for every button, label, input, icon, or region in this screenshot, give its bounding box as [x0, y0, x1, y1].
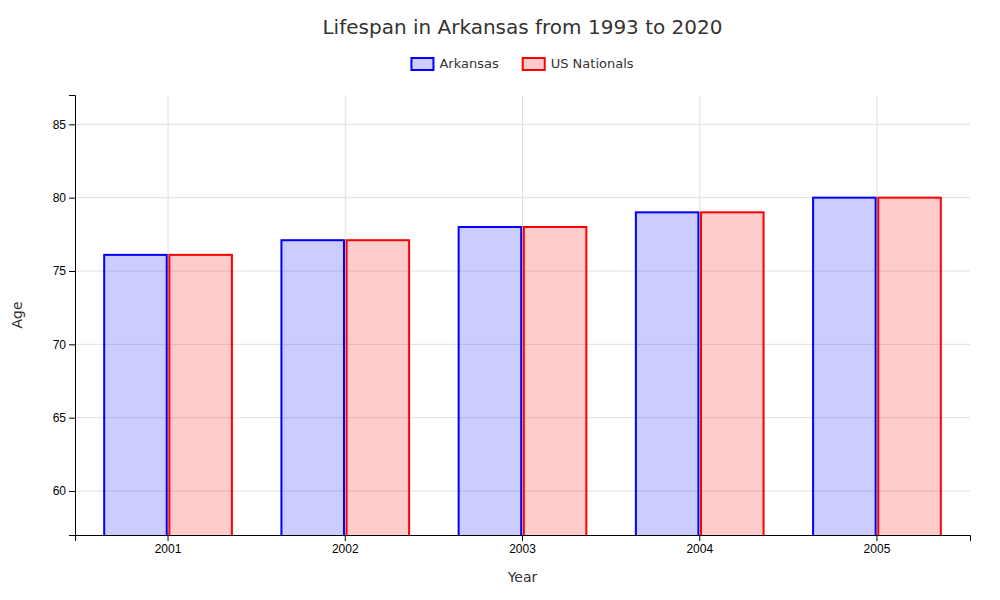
title: Lifespan in Arkansas from 1993 to 2020 — [322, 15, 722, 39]
y-tick-label: 80 — [53, 191, 67, 205]
bar-series — [169, 198, 940, 535]
x-tick-mark — [699, 535, 700, 541]
bar — [347, 240, 410, 535]
bar — [169, 255, 232, 535]
bars — [104, 198, 941, 535]
x-tick-mark — [522, 535, 523, 541]
y-tick-mark — [69, 418, 75, 419]
y-tick-mark — [69, 344, 75, 345]
x-tick-label: 2002 — [332, 542, 359, 556]
y-tick-mark — [69, 271, 75, 272]
bar — [878, 198, 941, 535]
y-tick: 80 — [53, 191, 75, 205]
x-tick: 2004 — [686, 535, 713, 556]
legend-label: Arkansas — [439, 56, 498, 71]
y-tick-label: 65 — [53, 411, 67, 425]
y-tick: 75 — [53, 264, 75, 278]
chart-svg: 2001 2002 2003 2004 2005 60 65 70 75 80 85 Lifespan… — [0, 0, 1000, 600]
legend-item: US Nationals — [523, 56, 634, 71]
y-tick: 60 — [53, 484, 75, 498]
legend-swatch — [411, 58, 433, 70]
bar — [701, 212, 764, 535]
x-tick: 2001 — [155, 535, 182, 556]
x-tick-mark — [168, 535, 169, 541]
bar — [813, 198, 876, 535]
legend-label: US Nationals — [551, 56, 634, 71]
y-axis: 60 65 70 75 80 85 — [53, 96, 76, 536]
bar-series — [104, 198, 875, 535]
x-tick-label: 2003 — [509, 542, 536, 556]
y-tick-mark — [69, 124, 75, 125]
y-axis-title: Age — [9, 301, 25, 328]
bar — [459, 227, 522, 535]
legend: Arkansas US Nationals — [411, 56, 633, 71]
y-tick-label: 85 — [53, 118, 67, 132]
y-tick-label: 60 — [53, 484, 67, 498]
y-tick-mark — [69, 491, 75, 492]
x-axis-title: Year — [507, 569, 538, 585]
legend-item: Arkansas — [411, 56, 498, 71]
y-tick-label: 70 — [53, 338, 67, 352]
plot: 2001 2002 2003 2004 2005 60 65 70 75 80 85 — [53, 95, 971, 600]
x-tick: 2005 — [864, 535, 891, 556]
y-tick: 85 — [53, 118, 75, 132]
bar — [281, 240, 344, 535]
legend-swatch — [523, 58, 545, 70]
x-tick: 2003 — [509, 535, 536, 556]
x-tick: 2002 — [332, 535, 359, 556]
bar — [636, 212, 699, 535]
x-axis-line — [76, 536, 971, 542]
x-tick-label: 2001 — [155, 542, 182, 556]
y-tick-label: 75 — [53, 264, 67, 278]
x-tick-mark — [876, 535, 877, 541]
bar — [524, 227, 587, 535]
x-axis: 2001 2002 2003 2004 2005 — [76, 535, 971, 556]
y-tick: 65 — [53, 411, 75, 425]
y-tick: 70 — [53, 338, 75, 352]
bar — [104, 255, 167, 535]
y-axis-line — [69, 96, 76, 536]
x-tick-label: 2005 — [864, 542, 891, 556]
x-tick-label: 2004 — [686, 542, 713, 556]
x-tick-mark — [345, 535, 346, 541]
y-tick-mark — [69, 198, 75, 199]
